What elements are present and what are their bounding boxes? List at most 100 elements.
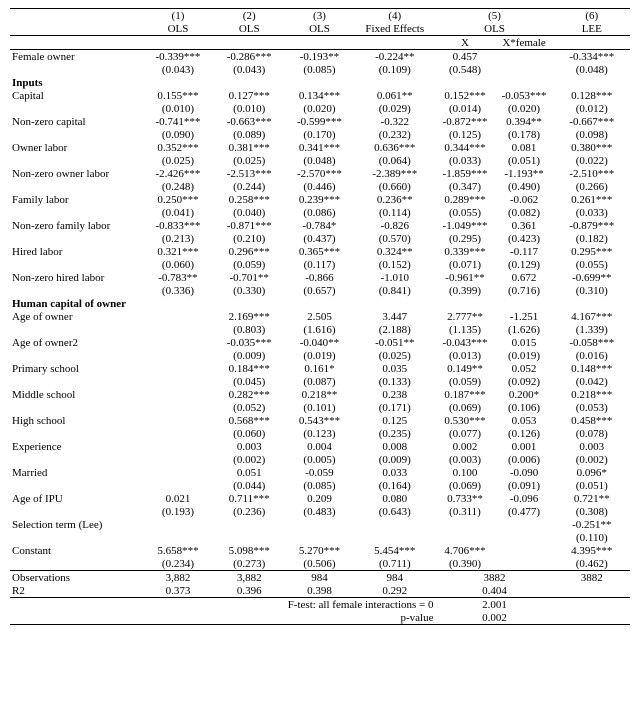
ftest-label: F-test: all female interactions = 0 (142, 598, 435, 612)
coef-cell: 0.457 (436, 50, 495, 64)
coef-cell: 0.125 (354, 414, 435, 427)
section-label: Human capital of owner (10, 297, 630, 310)
table-row: Family labor0.250***0.258***0.239***0.23… (10, 193, 630, 206)
coef-cell: 0.053 (495, 414, 554, 427)
coef-cell: 0.033 (354, 466, 435, 479)
coef-cell: -0.663*** (214, 115, 285, 128)
coef-cell: 5.658*** (142, 544, 213, 557)
r2-1: 0.373 (142, 584, 213, 598)
se-cell (142, 349, 213, 362)
coef-cell: 0.258*** (214, 193, 285, 206)
se-cell (495, 63, 554, 76)
table-row: Female owner-0.339***-0.286***-0.193**-0… (10, 50, 630, 64)
coef-cell: 0.187*** (436, 388, 495, 401)
coef-cell: -0.741*** (142, 115, 213, 128)
se-cell: (0.006) (495, 453, 554, 466)
se-cell: (0.059) (436, 375, 495, 388)
coef-cell (285, 518, 354, 531)
coef-cell (142, 466, 213, 479)
se-cell: (0.213) (142, 232, 213, 245)
se-cell: (0.164) (354, 479, 435, 492)
coef-cell (436, 518, 495, 531)
se-cell: (0.085) (285, 479, 354, 492)
col-num-3: (3) (285, 9, 354, 23)
coef-cell: 0.096* (554, 466, 630, 479)
row-label: Non-zero owner labor (10, 167, 142, 180)
obs-1: 3,882 (142, 571, 213, 585)
coef-cell: -0.866 (285, 271, 354, 284)
coef-cell: 0.209 (285, 492, 354, 505)
coef-cell: -0.701** (214, 271, 285, 284)
col-num-4: (4) (354, 9, 435, 23)
se-cell: (0.087) (285, 375, 354, 388)
table-row: Primary school0.184***0.161*0.0350.149**… (10, 362, 630, 375)
se-cell: (0.437) (285, 232, 354, 245)
coef-cell: 0.344*** (436, 141, 495, 154)
table-row-se: (0.010)(0.010)(0.020)(0.029)(0.014)(0.02… (10, 102, 630, 115)
coef-cell: 0.155*** (142, 89, 213, 102)
se-cell: (0.092) (495, 375, 554, 388)
row-label: Capital (10, 89, 142, 102)
coef-cell (142, 336, 213, 349)
se-cell: (0.117) (285, 258, 354, 271)
coef-cell (142, 310, 213, 323)
se-cell: (0.330) (214, 284, 285, 297)
se-cell: (0.841) (354, 284, 435, 297)
se-cell: (0.101) (285, 401, 354, 414)
obs-6: 3882 (554, 571, 630, 585)
row-label: Middle school (10, 388, 142, 401)
se-cell: (1.135) (436, 323, 495, 336)
se-cell: (0.043) (142, 63, 213, 76)
se-cell: (0.060) (142, 258, 213, 271)
obs-5: 3882 (436, 571, 554, 585)
col-num-5: (5) (436, 9, 554, 23)
se-cell: (0.013) (436, 349, 495, 362)
coef-cell: -1.193** (495, 167, 554, 180)
coef-cell: 0.394** (495, 115, 554, 128)
coef-cell: -2.570*** (285, 167, 354, 180)
se-cell: (0.089) (214, 128, 285, 141)
coef-cell: -0.096 (495, 492, 554, 505)
se-cell: (0.178) (495, 128, 554, 141)
table-row-se: (0.060)(0.059)(0.117)(0.152)(0.071)(0.12… (10, 258, 630, 271)
regression-table: (1) (2) (3) (4) (5) (6) OLS OLS OLS Fixe… (0, 0, 640, 637)
row-label: Constant (10, 544, 142, 557)
coef-cell: 0.238 (354, 388, 435, 401)
header-row-numbers: (1) (2) (3) (4) (5) (6) (10, 9, 630, 23)
coef-cell: -0.322 (354, 115, 435, 128)
se-cell: (0.193) (142, 505, 213, 518)
se-cell: (0.129) (495, 258, 554, 271)
se-cell: (0.091) (495, 479, 554, 492)
se-cell: (0.109) (354, 63, 435, 76)
table: (1) (2) (3) (4) (5) (6) OLS OLS OLS Fixe… (10, 8, 630, 625)
coef-cell: 0.380*** (554, 141, 630, 154)
coef-cell: -0.783** (142, 271, 213, 284)
coef-cell: 0.341*** (285, 141, 354, 154)
coef-cell: 0.261*** (554, 193, 630, 206)
se-cell (142, 375, 213, 388)
se-cell: (0.009) (214, 349, 285, 362)
table-row-se: (0.213)(0.210)(0.437)(0.570)(0.295)(0.42… (10, 232, 630, 245)
coef-cell: 0.008 (354, 440, 435, 453)
row-label: High school (10, 414, 142, 427)
section-row: Human capital of owner (10, 297, 630, 310)
r2-4: 0.292 (354, 584, 435, 598)
coef-cell: 0.001 (495, 440, 554, 453)
table-row: Experience0.0030.0040.0080.0020.0010.003 (10, 440, 630, 453)
se-cell: (0.009) (354, 453, 435, 466)
se-cell (142, 323, 213, 336)
se-cell: (0.244) (214, 180, 285, 193)
coef-cell: 0.530*** (436, 414, 495, 427)
coef-cell: 0.543*** (285, 414, 354, 427)
se-cell: (0.055) (554, 258, 630, 271)
se-cell: (0.002) (554, 453, 630, 466)
coef-cell (142, 388, 213, 401)
coef-cell: -0.251** (554, 518, 630, 531)
coef-cell: -0.872*** (436, 115, 495, 128)
se-cell: (0.025) (354, 349, 435, 362)
coef-cell: 0.636*** (354, 141, 435, 154)
se-cell: (0.069) (436, 479, 495, 492)
pvalue-row: p-value 0.002 (10, 611, 630, 625)
se-cell: (0.126) (495, 427, 554, 440)
coef-cell: 0.061** (354, 89, 435, 102)
